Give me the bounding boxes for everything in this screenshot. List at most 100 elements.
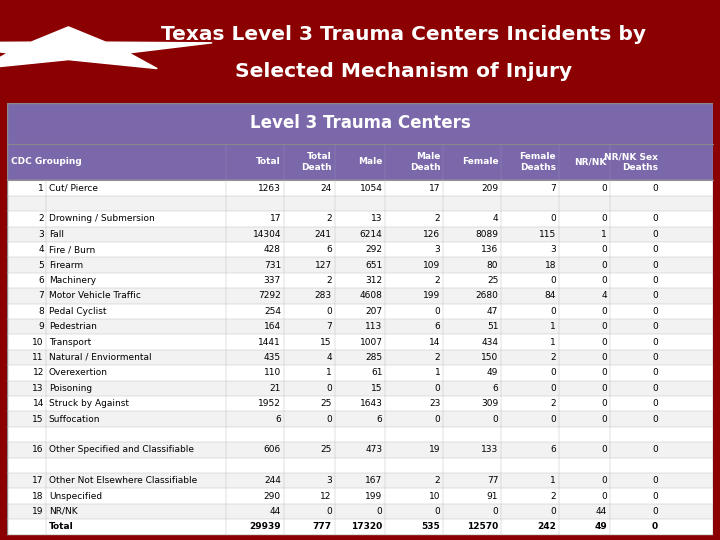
Text: 14304: 14304 (253, 230, 281, 239)
Bar (7, 457, 713, 473)
Text: 1: 1 (550, 476, 556, 485)
Text: 0: 0 (550, 276, 556, 285)
Text: 0: 0 (652, 399, 658, 408)
Text: 18: 18 (544, 261, 556, 269)
Bar (7, 381, 713, 396)
Text: 49: 49 (594, 522, 607, 531)
Text: 337: 337 (264, 276, 281, 285)
Text: Motor Vehicle Traffic: Motor Vehicle Traffic (49, 292, 140, 300)
Text: 0: 0 (550, 307, 556, 316)
Text: Fall: Fall (49, 230, 64, 239)
Text: Total
Death: Total Death (301, 152, 332, 172)
Bar (7, 442, 713, 457)
Text: 3: 3 (38, 230, 44, 239)
Text: 0: 0 (601, 368, 607, 377)
Text: 3: 3 (435, 245, 441, 254)
Text: 23: 23 (429, 399, 441, 408)
Text: 6: 6 (275, 415, 281, 423)
Text: 428: 428 (264, 245, 281, 254)
Bar (7, 473, 713, 488)
Text: 0: 0 (550, 214, 556, 224)
Text: 6: 6 (38, 276, 44, 285)
Text: 0: 0 (601, 184, 607, 193)
Text: 115: 115 (539, 230, 556, 239)
Bar (7, 258, 713, 273)
Text: 199: 199 (423, 292, 441, 300)
Text: 109: 109 (423, 261, 441, 269)
Text: 44: 44 (595, 507, 607, 516)
Text: 6: 6 (435, 322, 441, 331)
Text: 133: 133 (481, 446, 498, 454)
Text: 0: 0 (550, 415, 556, 423)
Text: 0: 0 (601, 399, 607, 408)
Text: Total: Total (49, 522, 73, 531)
Text: 1: 1 (326, 368, 332, 377)
Text: 0: 0 (435, 384, 441, 393)
Text: 435: 435 (264, 353, 281, 362)
Bar (7, 411, 713, 427)
Text: 285: 285 (366, 353, 382, 362)
Text: 0: 0 (601, 245, 607, 254)
Text: 0: 0 (652, 491, 658, 501)
Text: Other Not Elsewhere Classifiable: Other Not Elsewhere Classifiable (49, 476, 197, 485)
Text: 51: 51 (487, 322, 498, 331)
Text: Transport: Transport (49, 338, 91, 347)
Text: 4608: 4608 (360, 292, 382, 300)
Bar (7, 396, 713, 411)
Text: 0: 0 (377, 507, 382, 516)
Text: 254: 254 (264, 307, 281, 316)
Text: 0: 0 (601, 322, 607, 331)
Text: 9: 9 (38, 322, 44, 331)
Text: 242: 242 (537, 522, 556, 531)
Bar (7, 488, 713, 504)
Text: 731: 731 (264, 261, 281, 269)
Text: 80: 80 (487, 261, 498, 269)
Text: 0: 0 (652, 184, 658, 193)
Text: 0: 0 (652, 522, 658, 531)
Text: 2: 2 (326, 276, 332, 285)
Text: 6: 6 (377, 415, 382, 423)
Text: 25: 25 (320, 399, 332, 408)
Text: 61: 61 (371, 368, 382, 377)
Text: 0: 0 (601, 261, 607, 269)
Text: Fire / Burn: Fire / Burn (49, 245, 95, 254)
Text: 0: 0 (652, 292, 658, 300)
Text: CDC Grouping: CDC Grouping (11, 158, 81, 166)
Text: 1: 1 (38, 184, 44, 193)
Text: Unspecified: Unspecified (49, 491, 102, 501)
Text: 17: 17 (32, 476, 44, 485)
Text: 241: 241 (315, 230, 332, 239)
Text: 25: 25 (487, 276, 498, 285)
Text: 167: 167 (365, 476, 382, 485)
Bar (7, 334, 713, 350)
Text: 110: 110 (264, 368, 281, 377)
Text: 606: 606 (264, 446, 281, 454)
Text: 0: 0 (326, 507, 332, 516)
Text: 2: 2 (551, 399, 556, 408)
Text: 312: 312 (366, 276, 382, 285)
Text: 47: 47 (487, 307, 498, 316)
Polygon shape (0, 27, 212, 69)
Text: 4: 4 (492, 214, 498, 224)
Text: Female: Female (462, 158, 498, 166)
Text: 1054: 1054 (360, 184, 382, 193)
Text: 14: 14 (32, 399, 44, 408)
Text: 21: 21 (269, 384, 281, 393)
Bar (7, 365, 713, 381)
Text: 7: 7 (550, 184, 556, 193)
Text: 4: 4 (38, 245, 44, 254)
Text: Male
Death: Male Death (410, 152, 441, 172)
Text: Pedestrian: Pedestrian (49, 322, 96, 331)
Text: 0: 0 (601, 415, 607, 423)
Text: Struck by Against: Struck by Against (49, 399, 129, 408)
Text: 8089: 8089 (475, 230, 498, 239)
Text: 0: 0 (601, 338, 607, 347)
Text: Poisoning: Poisoning (49, 384, 92, 393)
Text: NR/NK: NR/NK (49, 507, 78, 516)
Text: 0: 0 (492, 415, 498, 423)
Text: 12570: 12570 (467, 522, 498, 531)
Text: Suffocation: Suffocation (49, 415, 100, 423)
Bar (7, 303, 713, 319)
Text: 15: 15 (371, 384, 382, 393)
Text: 1: 1 (550, 338, 556, 347)
